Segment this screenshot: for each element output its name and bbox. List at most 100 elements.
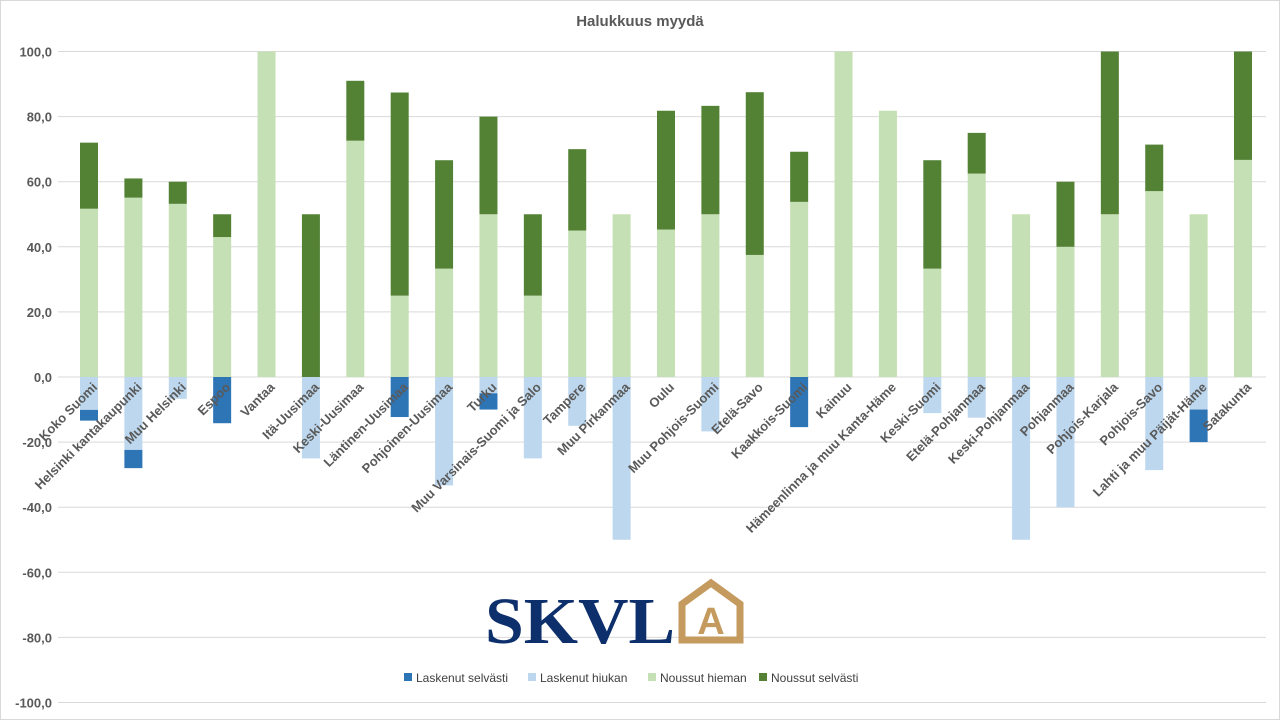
bar-noussut-hieman [612, 214, 631, 377]
bar-noussut-hieman [1056, 246, 1075, 377]
bar-noussut-hieman [346, 140, 365, 377]
bar-noussut-hieman [878, 110, 897, 377]
bar-noussut-hieman [1145, 191, 1164, 377]
bar-noussut-selvsti [523, 214, 542, 296]
bar-laskenut-hiukan [568, 377, 587, 426]
bar-noussut-hieman [80, 208, 98, 377]
bar-laskenut-hiukan [1012, 377, 1031, 540]
bar-noussut-selvsti [301, 214, 320, 377]
legend-item: Laskenut hiukan [528, 671, 627, 685]
logo-badge-letter: A [697, 601, 724, 643]
legend-swatch [759, 673, 767, 681]
bar-noussut-hieman [390, 295, 409, 377]
bar-laskenut-selvsti [1189, 409, 1208, 443]
bar-laskenut-hiukan [967, 377, 986, 418]
bar-noussut-hieman [568, 230, 587, 377]
bar-noussut-selvsti [745, 92, 764, 255]
bar-noussut-selvsti [1145, 144, 1164, 192]
bar-laskenut-hiukan [301, 377, 320, 459]
bar-laskenut-selvsti [790, 377, 809, 428]
bar-noussut-selvsti [1234, 51, 1252, 160]
category-label: Kainuu [813, 379, 855, 421]
legend-label: Noussut hieman [660, 671, 747, 685]
bar-laskenut-selvsti [390, 377, 409, 418]
legend-item: Noussut hieman [648, 671, 747, 685]
legend: Laskenut selvästi Laskenut hiukan Noussut … [404, 671, 858, 685]
y-tick-label: 20,0 [27, 305, 52, 320]
bar-laskenut-selvsti [213, 377, 232, 424]
bar-laskenut-hiukan [701, 377, 720, 432]
bar-laskenut-selvsti [80, 409, 98, 421]
y-tick-label: -100,0 [15, 696, 52, 711]
y-tick-label: 0,0 [34, 370, 52, 385]
bar-noussut-hieman [790, 201, 809, 377]
bar-laskenut-selvsti [479, 393, 498, 410]
category-label: Vantaa [237, 379, 278, 420]
bar-noussut-selvsti [701, 105, 720, 215]
bar-laskenut-hiukan [523, 377, 542, 459]
logo-text: SKVL [485, 585, 675, 658]
bar-laskenut-selvsti [124, 449, 143, 469]
bar-laskenut-hiukan [612, 377, 631, 540]
bar-noussut-selvsti [568, 149, 587, 231]
bar-noussut-selvsti [790, 151, 809, 202]
skvl-logo: SKVL A [485, 578, 744, 658]
y-tick-label: -80,0 [22, 630, 52, 645]
legend-swatch [648, 673, 656, 681]
bar-noussut-hieman [657, 229, 675, 377]
bar-laskenut-hiukan [435, 377, 454, 486]
bar-noussut-selvsti [390, 92, 409, 296]
bar-noussut-selvsti [967, 132, 986, 174]
y-tick-label: 40,0 [27, 240, 52, 255]
bar-noussut-selvsti [435, 160, 454, 269]
chart-title: Halukkuus myydä [576, 13, 704, 30]
legend-item: Laskenut selvästi [404, 671, 508, 685]
bar-noussut-hieman [923, 268, 942, 377]
y-tick-label: -40,0 [22, 500, 52, 515]
bar-laskenut-hiukan [1145, 377, 1164, 471]
bar-noussut-selvsti [657, 110, 675, 230]
y-tick-label: -60,0 [22, 565, 52, 580]
bar-noussut-hieman [435, 268, 454, 377]
bar-noussut-selvsti [213, 214, 232, 238]
bar-laskenut-hiukan [1189, 377, 1208, 410]
bar-laskenut-hiukan [168, 377, 187, 399]
y-axis-ticks: 100,0 80,0 60,0 40,0 20,0 0,0 -20,0 -40,0 -60,0 -… [15, 45, 52, 711]
bar-noussut-selvsti [479, 116, 498, 215]
category-label: Etelä-Pohjanmaa [903, 379, 988, 464]
bar-laskenut-hiukan [1056, 377, 1075, 508]
bar-noussut-hieman [1012, 214, 1031, 377]
bar-noussut-hieman [124, 197, 143, 377]
bar-noussut-hieman [168, 203, 187, 377]
legend-label: Laskenut selvästi [416, 671, 508, 685]
legend-label: Laskenut hiukan [540, 671, 627, 685]
category-label: Satakunta [1200, 379, 1255, 434]
bar-noussut-hieman [701, 214, 720, 377]
category-label: Oulu [646, 379, 678, 411]
bar-noussut-selvsti [1056, 181, 1075, 247]
bar-laskenut-hiukan [80, 377, 98, 410]
bar-noussut-hieman [1189, 214, 1208, 377]
bar-laskenut-hiukan [479, 377, 498, 394]
bar-noussut-selvsti [923, 160, 942, 269]
y-tick-label: 60,0 [27, 175, 52, 190]
legend-label: Noussut selvästi [771, 671, 858, 685]
legend-swatch [528, 673, 536, 681]
bar-laskenut-hiukan [124, 377, 143, 450]
bar-noussut-hieman [479, 214, 498, 377]
bar-noussut-hieman [1234, 159, 1252, 377]
bar-noussut-selvsti [1100, 51, 1119, 215]
bar-noussut-hieman [523, 295, 542, 377]
bar-noussut-selvsti [80, 142, 98, 209]
legend-item: Noussut selvästi [759, 671, 858, 685]
bar-noussut-hieman [834, 51, 853, 377]
bar-noussut-hieman [967, 173, 986, 377]
legend-swatch [404, 673, 412, 681]
bars [80, 51, 1252, 540]
category-label: Läntinen-Uusimaa [321, 379, 412, 470]
bar-noussut-hieman [1100, 214, 1119, 377]
bar-noussut-selvsti [124, 178, 143, 198]
bar-noussut-hieman [745, 254, 764, 377]
y-tick-label: 80,0 [27, 110, 52, 125]
